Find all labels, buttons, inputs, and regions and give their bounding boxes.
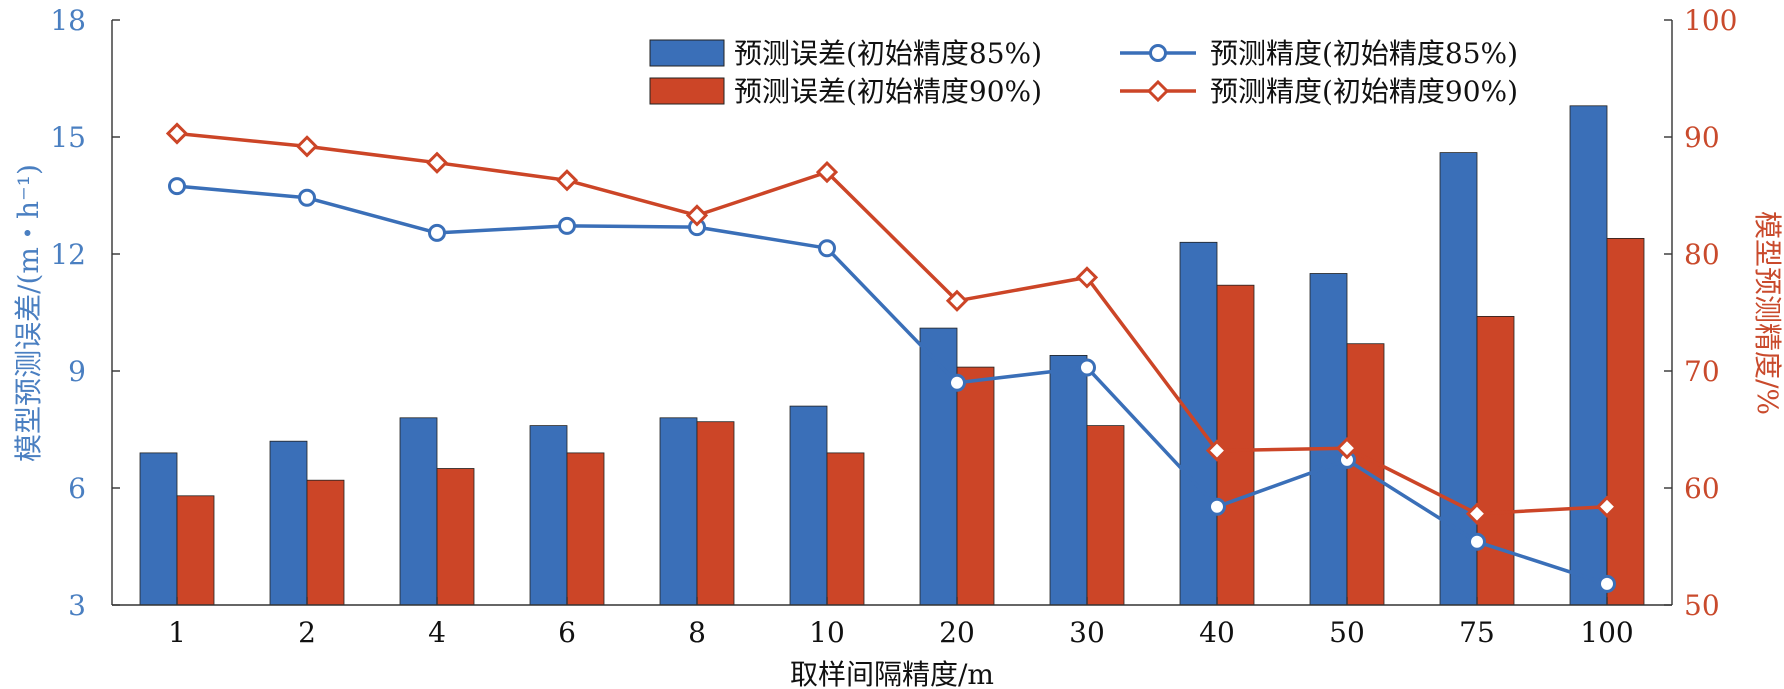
bar-s1-1 [176, 495, 215, 606]
x-tick-label-50: 50 [1329, 616, 1365, 649]
bar-s0-10 [789, 405, 828, 606]
ticks-layer: 1 2 4 6 8 10 20 30 40 50 75 10036912151850607080901… [50, 4, 1737, 649]
x-tick-label-20: 20 [939, 616, 975, 649]
x-tick-label-10: 10 [809, 616, 845, 649]
legend-label-line-85: 预测精度(初始精度85%) [1210, 37, 1518, 70]
axes-layer [111, 20, 1673, 606]
x-tick-label-30: 30 [1069, 616, 1105, 649]
legend-label-line-90: 预测精度(初始精度90%) [1210, 75, 1518, 108]
bar-s1-100 [1606, 237, 1645, 606]
point-s1-40 [1205, 439, 1229, 462]
point-s0-20 [948, 373, 966, 392]
right-y-tick-label-50: 50 [1684, 589, 1720, 622]
left-y-axis-label: 模型预测误差/(m・h⁻¹) [12, 164, 45, 462]
bar-s1-8 [696, 421, 735, 606]
right-y-tick-label-100: 100 [1684, 4, 1737, 37]
x-tick-label-8: 8 [688, 616, 706, 649]
x-tick-label-75: 75 [1459, 616, 1495, 649]
bar-s1-50 [1346, 343, 1385, 606]
point-s0-100 [1598, 574, 1616, 593]
point-s1-1 [165, 122, 189, 145]
bar-s0-30 [1049, 354, 1088, 606]
right-y-tick-label-70: 70 [1684, 355, 1720, 388]
legend-swatch-bar-90 [649, 77, 725, 105]
point-s0-2 [298, 188, 316, 207]
point-s1-2 [295, 135, 319, 158]
x-tick-label-1: 1 [168, 616, 186, 649]
bar-s1-2 [306, 479, 345, 606]
bar-s0-50 [1309, 273, 1348, 606]
right-y-tick-label-80: 80 [1684, 238, 1720, 271]
legend-marker-circle-85 [1149, 44, 1167, 62]
bar-s0-4 [399, 417, 438, 606]
x-tick-label-100: 100 [1580, 616, 1633, 649]
point-s1-8 [685, 204, 709, 227]
x-tick-label-40: 40 [1199, 616, 1235, 649]
legend-label-bar-85: 预测误差(初始精度85%) [734, 37, 1042, 70]
bar-s0-20 [919, 327, 958, 606]
bar-s1-6 [566, 452, 605, 606]
bar-s1-10 [826, 452, 865, 606]
point-s1-75 [1465, 502, 1489, 525]
point-s1-10 [815, 160, 839, 184]
right-y-tick-label-90: 90 [1684, 121, 1720, 154]
bar-s0-8 [659, 417, 698, 606]
right-y-axis-label: 模型预测精度/% [1751, 211, 1784, 415]
point-s0-6 [558, 216, 576, 235]
legend-marker-diamond-90 [1146, 79, 1170, 103]
line-series-1 [176, 131, 1608, 516]
point-s0-1 [168, 177, 186, 196]
point-s1-30 [1075, 266, 1099, 289]
bar-s0-1 [139, 452, 178, 606]
x-axis-label: 取样间隔精度/m [790, 658, 994, 689]
point-s1-4 [425, 151, 449, 174]
legend-label-bar-90: 预测误差(初始精度90%) [734, 75, 1042, 108]
lines-layer [165, 122, 1619, 593]
right-y-tick-label-60: 60 [1684, 472, 1720, 505]
point-s1-20 [945, 289, 969, 312]
left-y-tick-label-6: 6 [68, 472, 86, 505]
bars-layer [139, 105, 1645, 606]
bar-s1-4 [436, 468, 475, 606]
bar-s0-100 [1569, 105, 1608, 606]
bar-s0-6 [529, 425, 568, 606]
bar-s1-30 [1086, 425, 1125, 606]
left-y-tick-label-18: 18 [50, 4, 86, 37]
left-y-tick-label-3: 3 [68, 589, 86, 622]
x-tick-label-2: 2 [298, 616, 316, 649]
point-s0-10 [818, 239, 836, 258]
left-y-tick-label-12: 12 [50, 238, 86, 271]
point-s1-50 [1335, 437, 1359, 460]
point-s1-6 [555, 169, 579, 192]
legend: 预测误差(初始精度85%) 预测误差(初始精度90%) 预测精度(初始精度85%… [649, 37, 1518, 108]
left-y-tick-label-15: 15 [50, 121, 86, 154]
line-series-0 [176, 184, 1608, 586]
x-tick-label-6: 6 [558, 616, 576, 649]
point-s0-30 [1078, 358, 1096, 377]
left-y-tick-label-9: 9 [68, 355, 86, 388]
bar-s1-40 [1216, 284, 1255, 606]
bar-s1-20 [956, 366, 995, 606]
point-s1-100 [1595, 495, 1619, 518]
point-s0-75 [1468, 532, 1486, 551]
bar-s0-2 [269, 440, 308, 606]
legend-swatch-bar-85 [649, 39, 725, 67]
point-s0-4 [428, 223, 446, 242]
bar-s1-75 [1476, 315, 1515, 606]
point-s0-40 [1208, 497, 1226, 516]
x-tick-label-4: 4 [428, 616, 446, 649]
